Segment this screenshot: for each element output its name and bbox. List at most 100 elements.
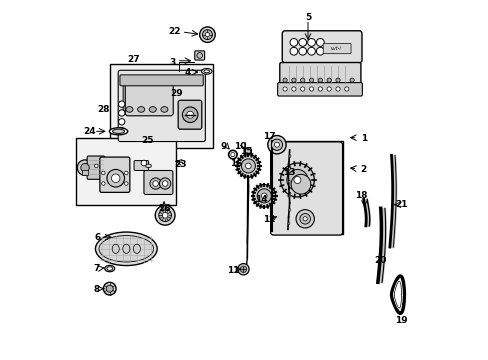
Ellipse shape [118,127,124,134]
Circle shape [159,209,171,222]
Text: 20: 20 [374,256,386,265]
Circle shape [182,107,198,122]
FancyBboxPatch shape [123,77,136,112]
Ellipse shape [288,208,290,211]
Text: 19: 19 [394,316,407,325]
Circle shape [300,78,304,82]
Circle shape [111,174,120,183]
Ellipse shape [133,244,140,253]
Ellipse shape [112,129,124,134]
Text: 16: 16 [230,159,243,168]
Ellipse shape [203,70,209,73]
Text: 23: 23 [174,159,187,168]
Text: 2: 2 [360,165,366,174]
Text: 8: 8 [94,285,100,294]
FancyBboxPatch shape [134,161,148,171]
Circle shape [335,87,340,91]
Circle shape [298,39,306,46]
Circle shape [240,266,246,273]
FancyBboxPatch shape [323,44,350,54]
FancyBboxPatch shape [282,31,361,63]
Circle shape [102,182,105,185]
FancyBboxPatch shape [125,82,173,116]
FancyBboxPatch shape [120,75,203,86]
Text: 17: 17 [263,132,275,141]
Circle shape [295,210,314,228]
Circle shape [102,171,105,175]
Text: 12: 12 [263,215,275,224]
FancyBboxPatch shape [135,77,147,112]
Ellipse shape [145,164,151,168]
Circle shape [103,282,116,295]
Circle shape [244,148,251,154]
Text: 28: 28 [97,105,109,114]
Ellipse shape [137,107,144,112]
Circle shape [309,78,313,82]
Ellipse shape [99,235,153,262]
Text: 6: 6 [95,233,101,242]
Circle shape [162,181,167,186]
Circle shape [202,30,212,40]
Circle shape [326,78,330,82]
Circle shape [77,160,93,175]
Ellipse shape [118,118,124,125]
Ellipse shape [112,244,119,253]
Circle shape [286,170,307,190]
Circle shape [318,87,322,91]
Text: 29: 29 [170,89,183,98]
Ellipse shape [201,68,212,74]
Circle shape [230,153,235,157]
Ellipse shape [161,107,167,112]
Circle shape [124,182,128,185]
Text: 24: 24 [83,127,95,136]
Circle shape [289,39,297,46]
Circle shape [271,139,282,150]
Text: 18: 18 [354,192,366,201]
Circle shape [318,78,322,82]
FancyBboxPatch shape [118,70,205,141]
Text: 11: 11 [226,266,239,275]
Circle shape [197,53,202,58]
Circle shape [124,171,128,175]
Ellipse shape [288,180,289,183]
Ellipse shape [287,222,289,225]
Ellipse shape [95,232,157,266]
Circle shape [289,48,297,55]
Circle shape [274,142,279,147]
Circle shape [283,87,286,91]
Circle shape [241,159,255,173]
Circle shape [283,78,286,82]
Circle shape [290,174,310,194]
Circle shape [307,48,315,55]
Bar [271,141,343,234]
Circle shape [291,87,295,91]
Circle shape [257,189,271,203]
Ellipse shape [109,128,127,135]
Circle shape [335,78,340,82]
Text: 4: 4 [184,68,191,77]
FancyBboxPatch shape [279,63,360,86]
Text: 21: 21 [394,200,407,209]
Circle shape [106,285,113,292]
Circle shape [267,136,285,154]
Ellipse shape [288,155,290,158]
Text: 15: 15 [239,147,252,156]
Ellipse shape [126,107,133,112]
Circle shape [303,217,306,221]
Text: 14: 14 [255,195,267,204]
FancyBboxPatch shape [158,77,171,112]
FancyBboxPatch shape [270,142,342,235]
Circle shape [237,154,259,177]
Circle shape [159,178,170,189]
Ellipse shape [149,107,156,112]
Ellipse shape [118,101,124,107]
Circle shape [81,163,89,172]
Ellipse shape [288,167,289,170]
Text: 25: 25 [141,136,153,145]
Circle shape [316,39,324,46]
Circle shape [298,48,306,55]
Circle shape [291,78,295,82]
Circle shape [326,87,330,91]
Circle shape [186,111,193,118]
Text: 1: 1 [360,134,366,143]
